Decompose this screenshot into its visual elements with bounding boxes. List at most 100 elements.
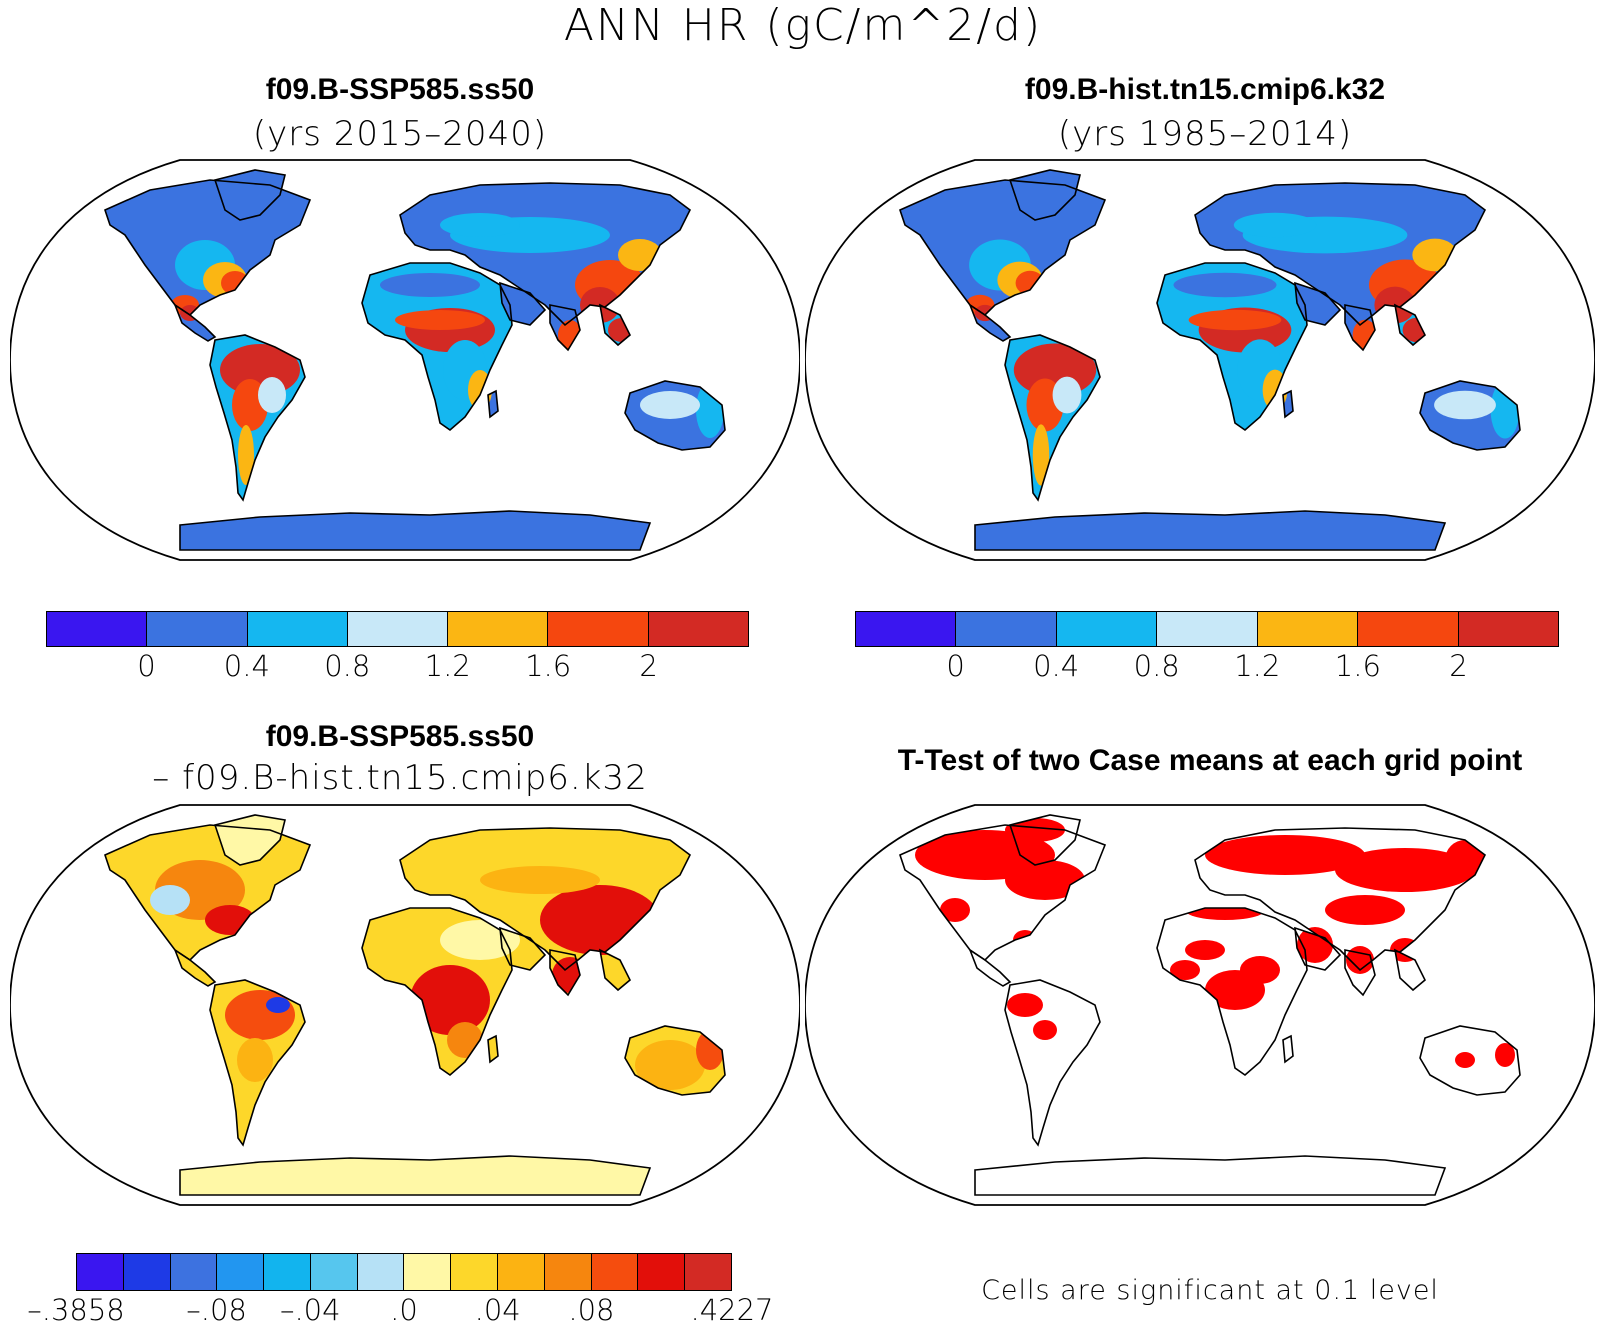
colorbar-tick-label: .4227 [690,1293,774,1327]
colorbar-swatch [1056,612,1158,646]
colorbar-tick-label: 1.6 [1334,649,1381,683]
field-patch [1005,818,1065,842]
colorbar-difference [76,1253,732,1291]
colorbar-tick-label: 1.2 [424,649,471,683]
colorbar-tick-label: 2 [1449,649,1468,683]
colorbar-tick-label: 0.4 [1033,649,1080,683]
colorbar-tick-label: –.08 [186,1293,247,1327]
map-frame [10,804,800,1206]
colorbar-swatch [123,1254,171,1290]
colorbar-case2 [855,611,1559,647]
colorbar-tick-label: 0.8 [1133,649,1180,683]
colorbar-swatch [448,612,549,646]
field-patch [1346,946,1374,974]
colorbar-swatch [247,612,348,646]
field-patch [150,885,190,915]
colorbar-tick-label: .04 [474,1293,521,1327]
field-patch [1052,376,1082,414]
field-patch [480,866,600,894]
map-panel-case1 [10,159,800,561]
colorbar-swatch [170,1254,218,1290]
field-patch [410,965,490,1035]
field-patch [1173,272,1277,298]
field-patch [1325,895,1405,925]
colorbar-swatch [956,612,1057,646]
land-madagascar [488,1036,498,1062]
field-patch [1233,212,1317,238]
map-frame [10,159,800,561]
colorbar-tick-label: 0 [946,649,965,683]
map-frame [805,159,1595,561]
field-patch [395,310,485,330]
land-antarctica [180,1156,650,1195]
panel-tr-case: f09.B-hist.tn15.cmip6.k32 [1024,73,1386,106]
field-patch [1170,960,1200,980]
colorbar-swatch [217,1254,265,1290]
field-patch [635,1040,705,1090]
colorbar-swatch [856,612,957,646]
colorbar-swatch [347,612,449,646]
field-patch [1445,840,1485,880]
land-central-america [970,950,1010,986]
colorbar-swatch [685,1254,731,1290]
colorbar-swatch [544,1254,592,1290]
colorbar-swatch [264,1254,311,1290]
panel-tl-case: f09.B-SSP585.ss50 [265,73,535,106]
significance-note: Cells are significant at 0.1 level [981,1275,1439,1306]
colorbar-swatch [77,1254,124,1290]
panel-tr-years: (yrs 1985–2014) [1057,114,1353,154]
field-patch [1335,848,1475,892]
field-patch [1005,860,1085,900]
land-madagascar [1283,1036,1293,1062]
colorbar-swatch [498,1254,545,1290]
colorbar-tick-label: 0.4 [223,649,270,683]
panel-tl-years: (yrs 2015–2040) [252,114,548,154]
panel-br-title: T-Test of two Case means at each grid po… [897,744,1523,777]
colorbar-swatch [47,612,148,646]
field-patch [1205,835,1365,875]
colorbar-swatch [147,612,248,646]
colorbar-tick-label: 0.8 [324,649,371,683]
colorbar-swatch [404,1254,452,1290]
field-patch [380,273,480,297]
colorbar-swatch [1257,612,1359,646]
field-patch [237,1038,273,1082]
colorbar-swatch [648,612,748,646]
land-central-america [175,950,215,986]
map-panel-ttest [805,804,1595,1206]
field-patch [1033,1020,1057,1040]
map-panel-difference [10,804,800,1206]
panel-bl-subtract: – f09.B-hist.tn15.cmip6.k32 [152,758,648,798]
colorbar-tick-label: .08 [568,1293,615,1327]
figure-title: ANN HR (gC/m^2/d) [563,0,1043,51]
panel-bl-case: f09.B-SSP585.ss50 [265,720,535,753]
colorbar-tick-label: .0 [390,1293,418,1327]
field-patch [440,213,520,237]
colorbar-swatch [591,1254,639,1290]
colorbar-swatch [1458,612,1558,646]
colorbar-swatch [638,1254,686,1290]
map-frame [805,804,1595,1206]
field-patch [940,898,970,922]
field-patch [1007,993,1043,1017]
field-patch [1185,940,1225,960]
field-patch [266,997,290,1013]
colorbar-swatch [1157,612,1258,646]
colorbar-swatch [310,1254,358,1290]
colorbar-swatch [357,1254,405,1290]
colorbar-tick-label: –.3858 [27,1293,125,1327]
land-antarctica [975,1156,1445,1195]
field-patch [1240,956,1280,984]
map-panel-case2 [805,159,1595,561]
land-antarctica [975,511,1445,550]
land-south-america [1005,980,1100,1145]
colorbar-tick-label: 1.2 [1234,649,1281,683]
colorbar-case1 [46,611,749,647]
colorbar-tick-label: 0 [137,649,156,683]
field-patch [1188,309,1282,331]
field-patch [1455,1052,1475,1068]
colorbar-tick-label: 2 [639,649,658,683]
land-antarctica [180,511,650,550]
colorbar-tick-label: 1.6 [525,649,572,683]
field-patch [238,425,254,485]
